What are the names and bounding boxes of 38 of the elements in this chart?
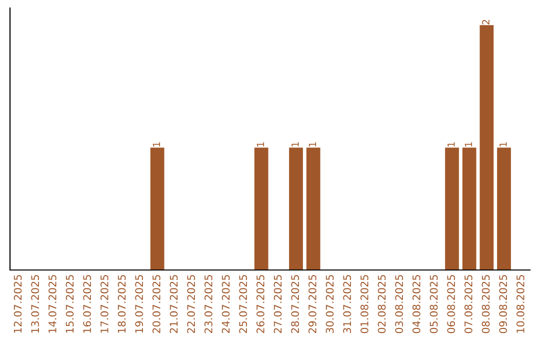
x-tick-label: 07.08.2025 (464, 275, 472, 334)
x-tick-label: 12.07.2025 (14, 275, 22, 333)
x-tick-label: 26.07.2025 (256, 275, 264, 334)
x-tick-label: 29.07.2025 (308, 275, 316, 334)
x-tick-label: 24.07.2025 (222, 275, 230, 334)
x-tick-label: 22.07.2025 (187, 275, 196, 334)
data-label: 2 (482, 20, 490, 24)
x-tick-label: 15.07.2025 (66, 275, 74, 333)
x-tick-label: 20.07.2025 (152, 275, 160, 334)
x-tick-label: 31.07.2025 (343, 275, 352, 334)
x-tick-label: 25.07.2025 (239, 275, 248, 334)
x-tick-label: 18.07.2025 (118, 275, 126, 333)
x-tick-label: 04.08.2025 (412, 275, 420, 334)
x-tick-label: 13.07.2025 (31, 275, 40, 333)
x-tick-label: 23.07.2025 (204, 275, 212, 334)
x-tick-label: 02.08.2025 (378, 275, 386, 334)
x-tick-label: 03.08.2025 (395, 275, 404, 334)
data-label: 1 (308, 142, 316, 146)
x-tick-label: 17.07.2025 (100, 275, 108, 333)
data-label: 1 (464, 142, 472, 146)
x-tick-label: 19.07.2025 (135, 275, 144, 333)
x-tick-label: 06.08.2025 (447, 275, 456, 334)
x-tick-label: 16.07.2025 (83, 275, 92, 333)
x-tick-label: 01.08.2025 (360, 275, 368, 334)
x-tick-label: 08.08.2025 (482, 275, 490, 334)
x-tick-label: 21.07.2025 (170, 275, 178, 334)
data-label: 1 (152, 142, 160, 146)
data-label: 1 (448, 142, 455, 146)
x-tick-label: 10.08.2025 (516, 275, 524, 333)
x-tick-label: 09.08.2025 (499, 275, 508, 334)
data-label: 1 (500, 142, 507, 146)
data-label: 1 (292, 142, 299, 146)
x-tick-label: 28.07.2025 (291, 275, 300, 334)
x-tick-label: 27.07.2025 (274, 275, 282, 334)
x-tick-label: 05.08.2025 (430, 275, 438, 334)
x-tick-label: 14.07.2025 (48, 275, 56, 333)
data-label: 1 (256, 142, 264, 146)
x-tick-label: 30.07.2025 (326, 275, 334, 334)
